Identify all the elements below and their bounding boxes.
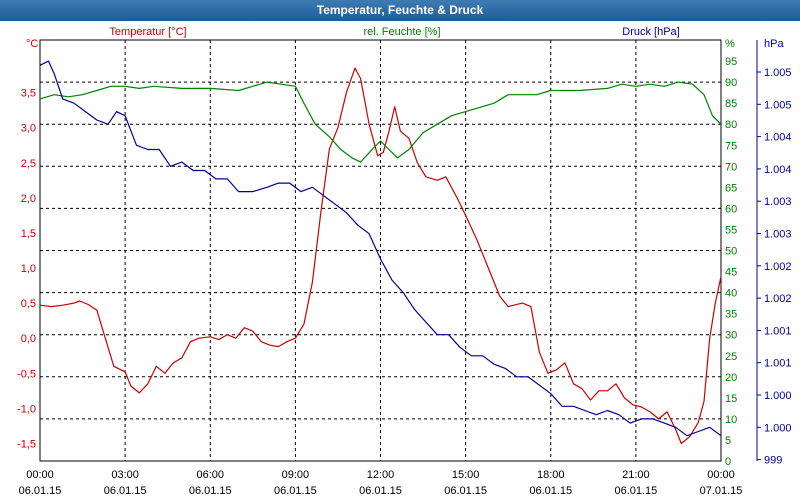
x-tick-date: 06.01.15: [189, 485, 232, 497]
pressure-axis-unit: hPa: [764, 38, 784, 50]
temperature-tick-label: 0,5: [21, 298, 36, 310]
humidity-tick-label: 10: [725, 414, 737, 426]
x-tick-time: 12:00: [367, 469, 395, 481]
x-tick-time: 15:00: [452, 469, 480, 481]
temperature-tick-label: 1,5: [21, 228, 36, 240]
humidity-tick-label: 55: [725, 224, 737, 236]
temperature-series-line: [39, 67, 722, 445]
temperature-tick-label: 3,5: [21, 88, 36, 100]
pressure-series-line: [39, 60, 722, 437]
x-tick-date: 06.01.15: [104, 485, 147, 497]
temperature-tick-label: -1,5: [17, 438, 36, 450]
temperature-tick-label: 0,0: [21, 333, 36, 345]
series-lines: [39, 60, 722, 445]
x-tick-date: 06.01.15: [444, 485, 487, 497]
humidity-series-label: rel. Feuchte [%]: [363, 26, 440, 38]
temperature-tick-label: 1,0: [21, 263, 36, 275]
pressure-tick-label: 1.005: [764, 67, 792, 79]
humidity-tick-label: 15: [725, 393, 737, 405]
pressure-tick-label: 1.000: [764, 390, 792, 402]
pressure-tick-label: 999: [764, 455, 782, 467]
humidity-tick-label: 5: [725, 435, 731, 447]
humidity-tick-label: 60: [725, 203, 737, 215]
humidity-tick-label: 35: [725, 309, 737, 321]
x-tick-date: 06.01.15: [19, 485, 62, 497]
humidity-series-line: [39, 81, 722, 163]
humidity-tick-label: 50: [725, 246, 737, 258]
pressure-tick-label: 1.004: [764, 164, 792, 176]
x-tick-time: 00:00: [26, 469, 54, 481]
pressure-tick-label: 1.003: [764, 196, 792, 208]
humidity-tick-label: 40: [725, 288, 737, 300]
humidity-tick-label: 90: [725, 77, 737, 89]
x-tick-time: 06:00: [196, 469, 224, 481]
humidity-tick-label: 75: [725, 140, 737, 152]
window-title: Temperatur, Feuchte & Druck: [0, 0, 800, 21]
pressure-tick-label: 1.003: [764, 229, 792, 241]
humidity-tick-label: 0: [725, 456, 731, 468]
x-tick-date: 07.01.15: [700, 485, 743, 497]
pressure-tick-label: 1.002: [764, 261, 792, 273]
pressure-tick-label: 1.001: [764, 325, 792, 337]
pressure-axis-ticks: 1.005 1.005 1.004 1.004 1.003 1.003 1.002 1.002…: [756, 40, 792, 467]
pressure-series-label: Druck [hPa]: [622, 26, 679, 38]
humidity-tick-label: 20: [725, 372, 737, 384]
temperature-tick-label: 2,5: [21, 158, 36, 170]
temperature-series-label: Temperatur [°C]: [109, 26, 186, 38]
pressure-tick-label: 1.005: [764, 99, 792, 111]
left-axis-unit: °C: [26, 38, 38, 50]
x-tick-time: 00:00: [707, 469, 735, 481]
humidity-tick-label: 80: [725, 119, 737, 131]
temperature-tick-label: -1,0: [17, 403, 36, 415]
humidity-tick-label: 30: [725, 330, 737, 342]
x-tick-date: 06.01.15: [359, 485, 402, 497]
grid-lines: [39, 39, 722, 462]
pressure-tick-label: 1.000: [764, 422, 792, 434]
x-tick-date: 06.01.15: [274, 485, 317, 497]
chart-svg: 3,5 3,0 2,5 2,0 1,5 1,0 0,5 0,0 -0,5 -1,0 -1,5 95 9…: [17, 26, 792, 497]
temperature-tick-label: -0,5: [17, 368, 36, 380]
pressure-tick-label: 1.002: [764, 293, 792, 305]
humidity-tick-label: 65: [725, 182, 737, 194]
x-tick-date: 06.01.15: [529, 485, 572, 497]
humidity-axis-unit: %: [725, 38, 735, 50]
humidity-tick-label: 45: [725, 267, 737, 279]
pressure-tick-label: 1.004: [764, 132, 792, 144]
x-tick-time: 03:00: [111, 469, 139, 481]
x-tick-time: 18:00: [537, 469, 565, 481]
x-tick-time: 09:00: [282, 469, 310, 481]
pressure-tick-label: 1.001: [764, 358, 792, 370]
humidity-tick-label: 95: [725, 56, 737, 68]
x-tick-date: 06.01.15: [614, 485, 657, 497]
humidity-tick-label: 85: [725, 98, 737, 110]
x-tick-time: 21:00: [622, 469, 650, 481]
humidity-tick-label: 70: [725, 161, 737, 173]
x-axis-ticks: 00:00 06.01.15 03:00 06.01.15 06:00 06.01.15 0…: [19, 469, 743, 497]
humidity-tick-label: 25: [725, 351, 737, 363]
left-axis-ticks: 3,5 3,0 2,5 2,0 1,5 1,0 0,5 0,0 -0,5 -1,0 -1,5: [17, 88, 36, 451]
temperature-tick-label: 3,0: [21, 123, 36, 135]
temperature-tick-label: 2,0: [21, 193, 36, 205]
